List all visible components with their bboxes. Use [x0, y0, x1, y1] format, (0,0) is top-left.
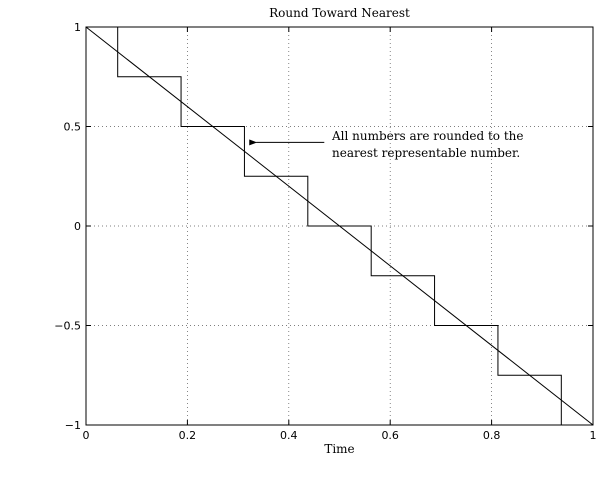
annotation-line-2: nearest representable number.	[332, 146, 520, 160]
series-layer	[85, 26, 594, 426]
annotation-line-1: All numbers are rounded to the	[331, 129, 524, 143]
chart-title: Round Toward Nearest	[269, 6, 410, 20]
y-axis: −1 −0.5 0 0.5 1	[54, 21, 593, 432]
x-tick-label: 0	[83, 429, 90, 442]
y-tick-label: −0.5	[54, 320, 81, 333]
y-tick-label: −1	[65, 419, 81, 432]
x-axis-label: Time	[324, 442, 354, 456]
grid	[86, 27, 593, 425]
y-tick-label: 1	[74, 21, 81, 34]
x-tick-label: 0.8	[483, 429, 501, 442]
x-tick-label: 0.6	[381, 429, 399, 442]
y-tick-label: 0	[74, 220, 81, 233]
x-tick-label: 1	[590, 429, 597, 442]
quantized-step-series	[117, 27, 593, 426]
x-tick-label: 0.4	[280, 429, 298, 442]
x-axis: 0 0.2 0.4 0.6 0.8 1	[83, 27, 597, 442]
x-tick-label: 0.2	[179, 429, 197, 442]
y-tick-label: 0.5	[64, 121, 82, 134]
